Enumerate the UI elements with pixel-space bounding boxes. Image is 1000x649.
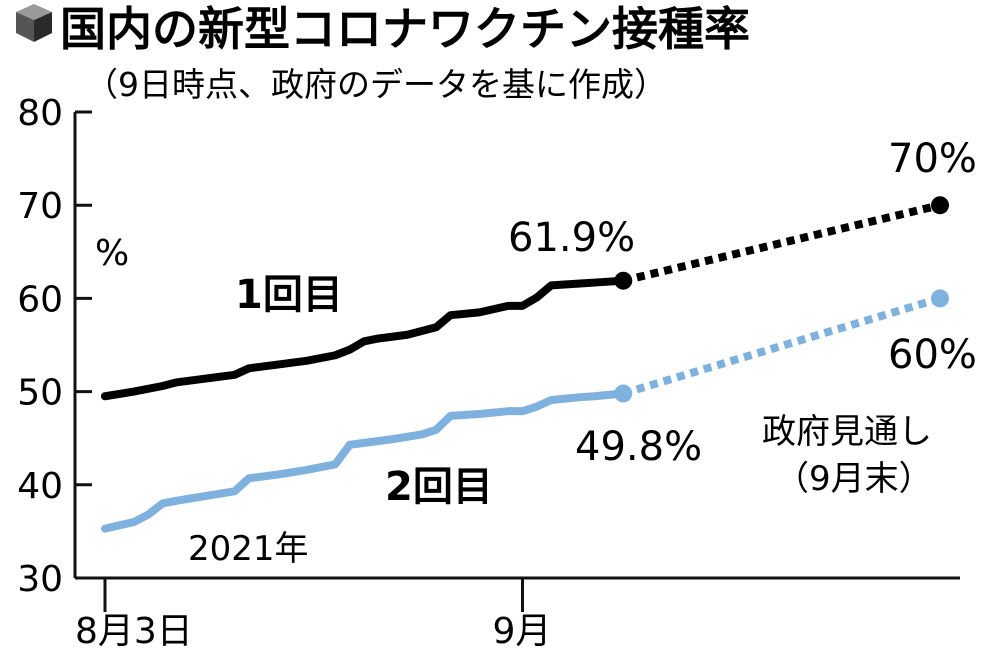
x-tick-label: 9月 [493,611,552,649]
series-end-value-label: 49.8% [575,424,702,470]
series-line [101,276,628,401]
y-tick-label: 60 [17,279,63,320]
y-ticks: 30 40 50 60 70 80 [17,93,92,600]
y-tick-label: 80 [17,93,63,134]
series-end-value-label: 61.9% [508,215,635,261]
series-name-label: 1回目 [235,272,343,318]
series-name-label: 2回目 [385,464,493,510]
year-label: 2021年 [188,529,309,569]
x-ticks: 8月3日 9月 [75,578,551,649]
y-tick-label: 50 [17,373,63,414]
projection-line [622,201,941,285]
projection-note-line-1: 政府見通し [762,412,932,452]
cube-icon [16,4,52,42]
projection-note-line-2: （9月末） [775,459,933,499]
projection-end-point [931,289,949,308]
chart-title: 国内の新型コロナワクチン接種率 [60,2,750,56]
projection-value-label: 70% [888,136,977,182]
x-tick-label: 8月3日 [75,611,193,649]
projection-end-point [931,196,949,215]
series-layer: 1回目 61.9% 70% 2回目 49.8% 60% [101,136,977,533]
unit-label: % [95,233,129,274]
header: 国内の新型コロナワクチン接種率 （9日時点、政府のデータを基に作成） [16,2,750,104]
projection-value-label: 60% [888,332,977,378]
series-end-point [614,271,633,290]
series-end-point [614,384,633,403]
series-line [101,389,628,533]
y-tick-label: 40 [17,466,63,507]
chart-subtitle: （9日時点、政府のデータを基に作成） [85,65,667,104]
y-tick-label: 30 [17,559,63,600]
y-tick-label: 70 [17,186,63,227]
